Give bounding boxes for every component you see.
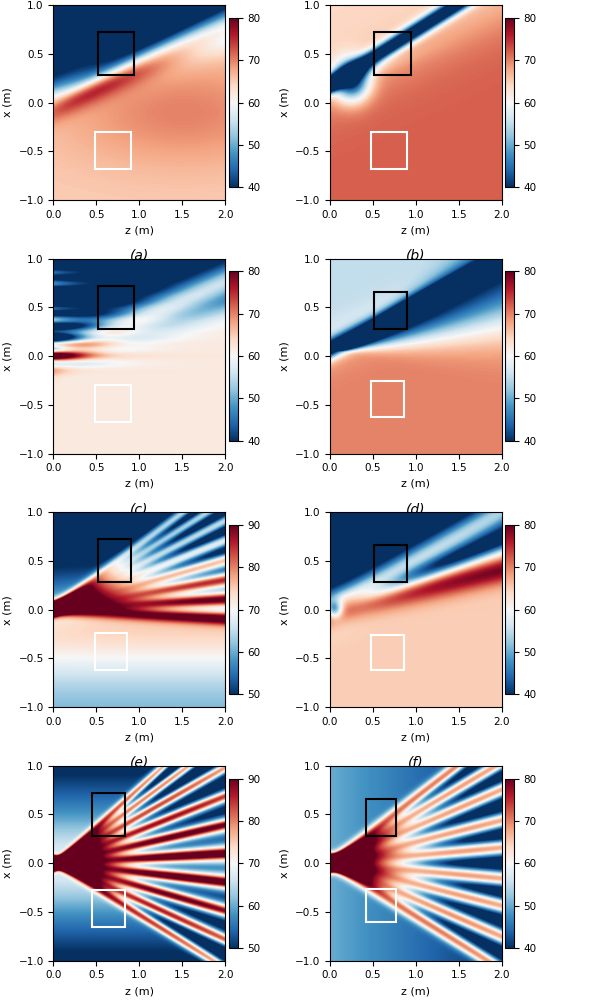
Text: (b): (b): [406, 248, 425, 263]
X-axis label: z (m): z (m): [401, 986, 430, 996]
Text: (c): (c): [130, 502, 148, 516]
Y-axis label: x (m): x (m): [279, 595, 289, 625]
Text: (d): (d): [406, 502, 425, 516]
Bar: [94, 385, 131, 423]
Y-axis label: x (m): x (m): [279, 341, 289, 371]
Text: (f): (f): [408, 756, 424, 770]
Bar: [374, 292, 407, 329]
Bar: [92, 793, 125, 836]
X-axis label: z (m): z (m): [125, 479, 154, 489]
Bar: [98, 286, 134, 329]
Y-axis label: x (m): x (m): [3, 595, 13, 625]
Bar: [371, 635, 404, 670]
Y-axis label: x (m): x (m): [3, 848, 13, 878]
X-axis label: z (m): z (m): [125, 732, 154, 742]
Bar: [92, 889, 125, 927]
Y-axis label: x (m): x (m): [279, 88, 289, 118]
X-axis label: z (m): z (m): [125, 225, 154, 235]
Bar: [371, 381, 404, 416]
Text: (a): (a): [130, 248, 149, 263]
Text: (e): (e): [130, 756, 149, 770]
X-axis label: z (m): z (m): [401, 732, 430, 742]
Bar: [94, 132, 131, 169]
X-axis label: z (m): z (m): [401, 479, 430, 489]
Y-axis label: x (m): x (m): [3, 88, 13, 118]
Bar: [374, 545, 407, 582]
Bar: [94, 633, 128, 670]
Bar: [366, 888, 396, 921]
Y-axis label: x (m): x (m): [3, 341, 13, 371]
Y-axis label: x (m): x (m): [279, 848, 289, 878]
Bar: [374, 32, 410, 75]
X-axis label: z (m): z (m): [125, 986, 154, 996]
Bar: [366, 799, 396, 836]
X-axis label: z (m): z (m): [401, 225, 430, 235]
Bar: [98, 539, 131, 582]
Bar: [371, 132, 407, 169]
Bar: [98, 32, 134, 75]
